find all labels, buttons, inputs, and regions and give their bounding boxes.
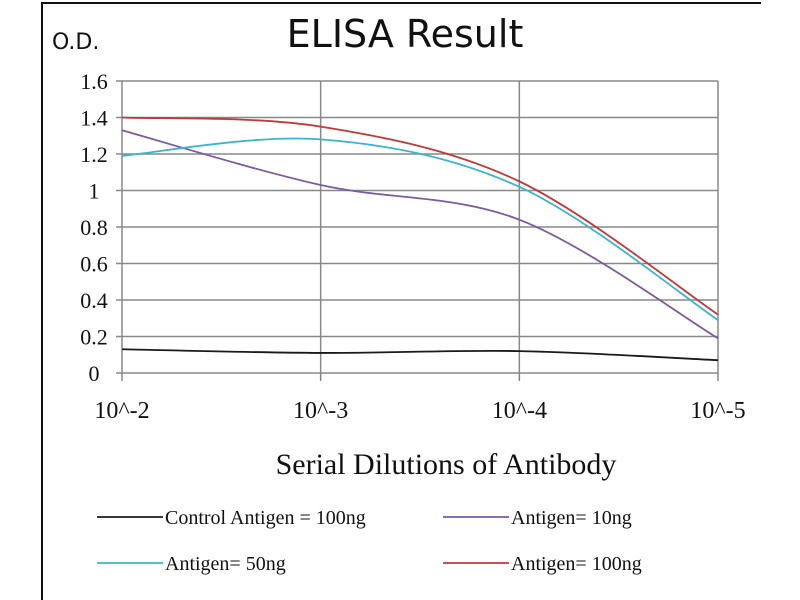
y-tick-label: 0: [89, 361, 100, 386]
legend-label: Antigen= 100ng: [511, 553, 642, 575]
frame-top-border: [41, 2, 761, 4]
x-tick-label: 10^-4: [492, 398, 547, 424]
chart-title: ELISA Result: [287, 12, 524, 56]
y-tick-label: 1.6: [80, 69, 108, 94]
series-line-2: [121, 137, 719, 321]
y-tick-label: 0.6: [80, 252, 108, 277]
y-tick-label: 1.4: [80, 106, 108, 131]
legend-label: Control Antigen = 100ng: [165, 507, 366, 529]
series-line-0: [121, 348, 719, 362]
series-line-1: [121, 129, 719, 340]
x-tick-label: 10^-2: [94, 398, 149, 424]
y-axis-label: O.D.: [52, 30, 99, 55]
legend-label: Antigen= 50ng: [165, 553, 286, 575]
y-tick-label: 0.8: [80, 215, 108, 240]
legend-label: Antigen= 10ng: [511, 507, 632, 529]
y-tick-label: 1.2: [80, 142, 108, 167]
x-axis-label: Serial Dilutions of Antibody: [276, 448, 617, 481]
series-line-3: [121, 116, 719, 316]
y-tick-label: 0.2: [80, 325, 108, 350]
frame-left-border: [41, 2, 43, 600]
y-tick-label: 1: [89, 179, 100, 204]
x-tick-label: 10^-5: [690, 398, 745, 424]
x-tick-label: 10^-3: [293, 398, 348, 424]
y-tick-label: 0.4: [80, 288, 108, 313]
